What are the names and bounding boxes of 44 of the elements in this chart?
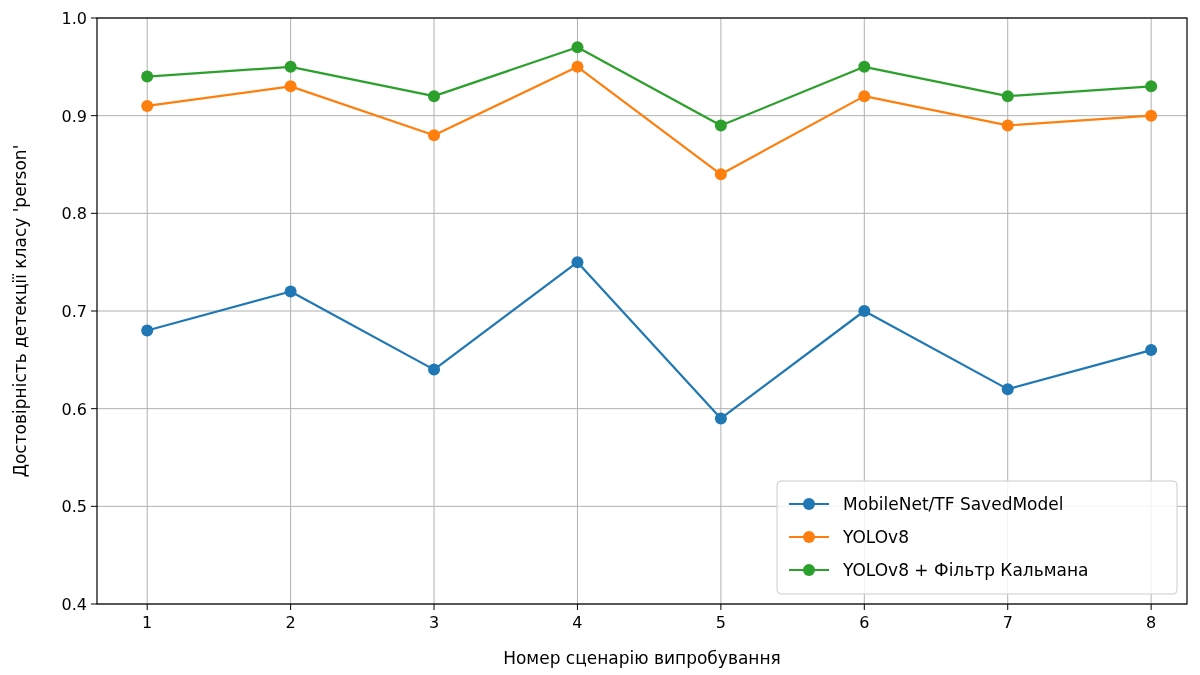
point (284, 60, 297, 73)
point (858, 90, 871, 103)
point (284, 80, 297, 93)
point (571, 60, 584, 73)
legend-label: YOLOv8 + Фільтр Кальмана (842, 560, 1089, 580)
point (428, 363, 441, 376)
y-tick-label: 0.9 (61, 106, 87, 126)
x-tick-label: 8 (1146, 613, 1157, 632)
x-tick-label: 5 (715, 613, 726, 632)
point (714, 119, 727, 132)
x-tick-label: 6 (859, 613, 870, 632)
point (141, 324, 154, 337)
point (571, 41, 584, 54)
x-tick-label: 2 (285, 613, 296, 632)
y-tick-label: 0.4 (61, 595, 87, 614)
point (1001, 383, 1014, 396)
y-tick-label: 0.7 (61, 302, 87, 321)
point (141, 99, 154, 112)
point (1145, 109, 1158, 122)
point (571, 256, 584, 269)
y-tick-label: 0.6 (61, 399, 87, 419)
x-tick-label: 3 (428, 613, 440, 632)
point (858, 60, 871, 73)
legend-label: YOLOv8 (842, 527, 909, 547)
point (1145, 344, 1158, 357)
point (428, 90, 441, 103)
x-axis-title: Номер сценарію випробування (503, 648, 781, 668)
x-tick-label: 7 (1002, 613, 1013, 632)
legend-label: MobileNet/TF SavedModel (843, 494, 1064, 514)
point (858, 305, 871, 317)
point (1001, 119, 1014, 132)
point (714, 168, 727, 181)
point (1001, 90, 1014, 103)
y-tick-label: 0.8 (61, 204, 87, 224)
point (714, 412, 727, 425)
y-tick-label: 0.5 (61, 497, 87, 517)
y-axis-title: Достовірність детекції класу 'person' (10, 144, 30, 478)
point (284, 285, 297, 298)
x-tick-label: 4 (572, 613, 583, 632)
x-tick-label: 1 (142, 613, 153, 632)
point (141, 70, 154, 83)
point (428, 129, 441, 142)
y-tick-label: 1.0 (61, 9, 87, 28)
point (1145, 80, 1158, 93)
